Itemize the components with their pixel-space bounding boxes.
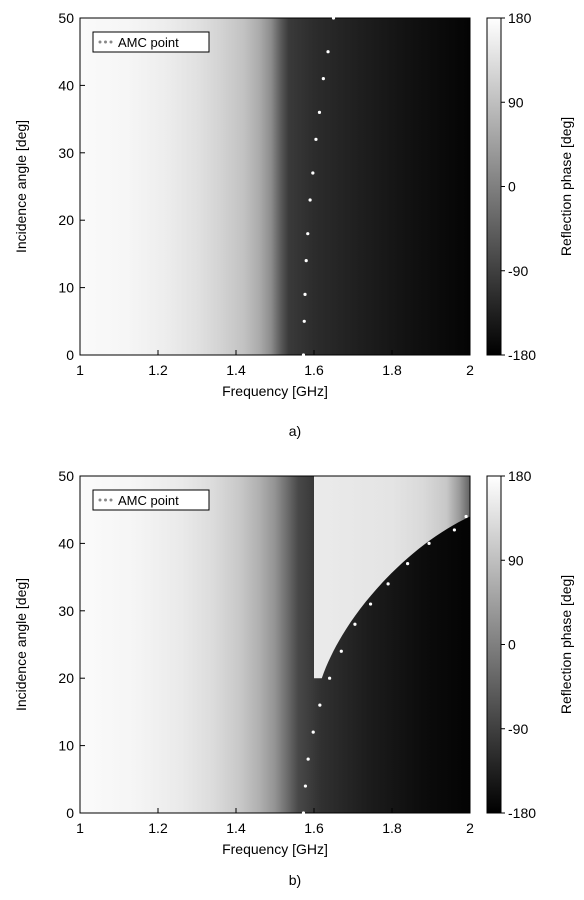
y-tick-label: 10 bbox=[58, 738, 74, 754]
colorbar-label: Reflection phase [deg] bbox=[558, 117, 574, 256]
legend-label: AMC point bbox=[118, 493, 179, 508]
x-tick-label: 1.4 bbox=[226, 362, 246, 378]
colorbar-tick-label: -180 bbox=[508, 805, 536, 821]
legend-marker bbox=[98, 40, 102, 44]
amc-point bbox=[301, 811, 306, 815]
x-axis-label: Frequency [GHz] bbox=[222, 383, 328, 399]
y-tick-label: 10 bbox=[58, 280, 74, 296]
x-tick-label: 1.2 bbox=[148, 820, 168, 836]
panel-caption: a) bbox=[289, 423, 301, 439]
legend: AMC point bbox=[92, 31, 210, 53]
amc-point bbox=[311, 730, 315, 734]
plot-frame bbox=[79, 475, 471, 814]
colorbar-label: Reflection phase [deg] bbox=[558, 575, 574, 714]
amc-point bbox=[406, 562, 410, 566]
legend-box bbox=[92, 489, 210, 511]
y-tick-label: 0 bbox=[66, 347, 74, 363]
legend-marker bbox=[104, 498, 107, 502]
x-tick-label: 1.2 bbox=[148, 362, 168, 378]
amc-point bbox=[321, 77, 325, 81]
y-tick-label: 20 bbox=[58, 670, 74, 686]
legend-label: AMC point bbox=[118, 35, 179, 50]
heatmap-upper-region bbox=[314, 476, 470, 679]
panel-caption: b) bbox=[289, 872, 301, 888]
x-tick-label: 1.6 bbox=[304, 820, 324, 836]
amc-point bbox=[386, 582, 390, 586]
x-tick-label: 2 bbox=[466, 362, 474, 378]
amc-point bbox=[464, 514, 468, 519]
colorbar-tick-label: -90 bbox=[508, 263, 528, 279]
amc-point bbox=[452, 528, 456, 532]
amc-point bbox=[314, 137, 318, 141]
colorbar-tick-label: 0 bbox=[508, 637, 516, 653]
colorbar-tick-label: 180 bbox=[508, 468, 532, 484]
y-axis-label: Incidence angle [deg] bbox=[13, 120, 29, 253]
y-tick-label: 30 bbox=[58, 145, 74, 161]
y-tick-label: 20 bbox=[58, 212, 74, 228]
colorbar-scale bbox=[486, 475, 502, 814]
legend-marker bbox=[98, 498, 102, 502]
y-tick-label: 0 bbox=[66, 805, 74, 821]
legend: AMC point bbox=[92, 489, 210, 511]
legend-marker bbox=[109, 40, 113, 44]
x-tick-label: 1.6 bbox=[304, 362, 324, 378]
y-tick-label: 40 bbox=[58, 77, 74, 93]
colorbar: 180 90 0 -90 -180 Reflection phase [deg] bbox=[486, 10, 574, 363]
amc-point bbox=[318, 703, 322, 707]
colorbar-tick-label: -180 bbox=[508, 347, 536, 363]
x-tick-label: 1.8 bbox=[382, 362, 402, 378]
amc-point bbox=[306, 232, 310, 236]
amc-point bbox=[303, 292, 307, 296]
legend-marker bbox=[109, 498, 113, 502]
colorbar-tick-label: 0 bbox=[508, 179, 516, 195]
colorbar: 180 90 0 -90 -180 Reflection phase [deg] bbox=[486, 468, 574, 821]
y-tick-label: 50 bbox=[58, 10, 74, 26]
y-tick-label: 30 bbox=[58, 603, 74, 619]
y-tick-label: 40 bbox=[58, 535, 74, 551]
amc-point bbox=[301, 353, 306, 357]
amc-point bbox=[302, 319, 306, 323]
x-tick-label: 1 bbox=[76, 362, 84, 378]
amc-point bbox=[368, 602, 373, 606]
x-axis-label: Frequency [GHz] bbox=[222, 841, 328, 857]
amc-point bbox=[306, 757, 310, 761]
amc-point bbox=[317, 110, 322, 114]
amc-point bbox=[311, 171, 315, 175]
colorbar-tick-label: 90 bbox=[508, 94, 524, 110]
x-tick-label: 2 bbox=[466, 820, 474, 836]
amc-point bbox=[303, 784, 308, 788]
amc-point bbox=[331, 16, 336, 20]
colorbar-tick-label: 180 bbox=[508, 10, 532, 26]
amc-point bbox=[308, 198, 312, 202]
amc-point bbox=[427, 541, 431, 546]
colorbar-scale bbox=[486, 17, 502, 356]
amc-point bbox=[353, 622, 357, 626]
legend-marker bbox=[104, 40, 107, 44]
amc-point bbox=[328, 676, 332, 680]
heatmap-field bbox=[80, 18, 470, 355]
amc-point bbox=[304, 259, 308, 263]
y-axis-label: Incidence angle [deg] bbox=[13, 578, 29, 711]
amc-point bbox=[326, 50, 330, 54]
x-tick-label: 1.4 bbox=[226, 820, 246, 836]
x-tick-label: 1 bbox=[76, 820, 84, 836]
colorbar-tick-label: 90 bbox=[508, 552, 524, 568]
plot-frame bbox=[79, 17, 471, 356]
x-tick-label: 1.8 bbox=[382, 820, 402, 836]
legend-box bbox=[92, 31, 210, 53]
amc-point bbox=[339, 649, 343, 653]
y-tick-label: 50 bbox=[58, 468, 74, 484]
colorbar-tick-label: -90 bbox=[508, 721, 528, 737]
